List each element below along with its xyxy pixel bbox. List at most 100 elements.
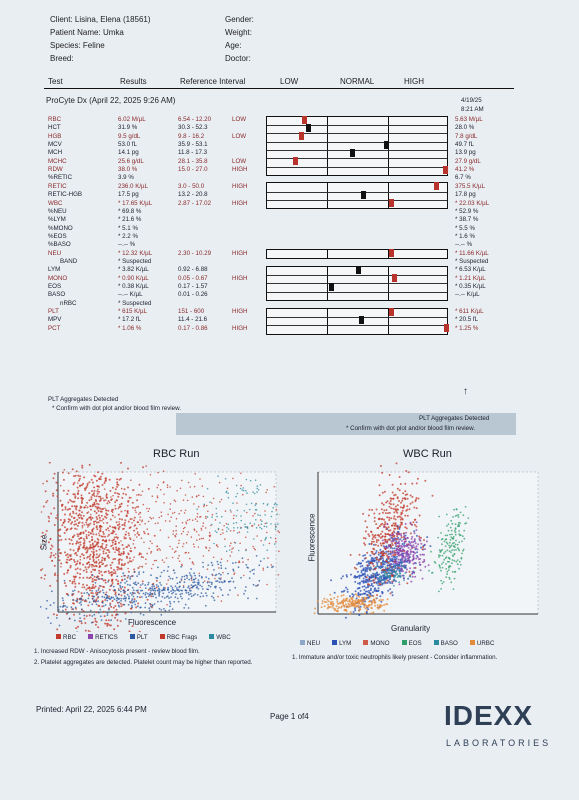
breed-label: Breed: — [50, 54, 74, 63]
row-result: 9.5 g/dL — [118, 132, 141, 140]
legend-item: URBC — [469, 640, 501, 647]
row-prev: * Suspected — [455, 257, 489, 265]
highlight-band — [176, 413, 516, 435]
row-prev: * 611 K/µL — [455, 308, 484, 316]
row-result: * 0.90 K/µL — [118, 274, 149, 282]
legend-item: RETICS — [88, 634, 124, 641]
row-test: %NEU — [48, 207, 67, 215]
row-prev: 13.9 pg — [455, 149, 476, 157]
rbc-note-2: 2. Platelet aggregates are detected. Pla… — [34, 659, 253, 666]
row-prev: * 6.53 K/µL — [455, 266, 486, 274]
plt-aggregates-note: PLT Aggregates Detected — [48, 396, 119, 403]
row-prev: 375.5 K/µL — [455, 182, 486, 190]
row-prev: 28.0 % — [455, 124, 475, 132]
row-result: 6.02 M/µL — [118, 116, 146, 123]
wbc-run-title: WBC Run — [403, 448, 452, 460]
row-marker — [359, 315, 364, 324]
row-test: RDW — [48, 166, 63, 174]
row-prev: 6.7 % — [455, 174, 471, 182]
row-ref: 6.54 - 12.20 — [178, 116, 212, 123]
row-test: %MONO — [48, 224, 73, 232]
row-marker — [443, 165, 448, 174]
legend-item: MONO — [363, 640, 395, 647]
row-flag: HIGH — [232, 166, 248, 174]
row-prev: 27.9 g/dL — [455, 157, 481, 165]
legend-item: NEU — [300, 640, 326, 647]
idexx-logo: IDEXX — [444, 700, 534, 731]
row-test: MCV — [48, 141, 62, 149]
row-prev: * 0.35 K/µL — [455, 283, 486, 290]
row-test: %BASO — [48, 241, 71, 249]
row-ref: 11.4 - 21.6 — [178, 316, 208, 324]
confirm-note: * Confirm with dot plot and/or blood fil… — [52, 405, 181, 412]
row-flag: LOW — [232, 157, 247, 165]
row-test: MCH — [48, 149, 63, 157]
row-test: RETIC-HGB — [48, 191, 83, 199]
range-graph — [266, 307, 448, 335]
row-result: * Suspected — [118, 257, 152, 265]
row-result: --.-- K/µL — [118, 291, 143, 299]
row-test: MCHC — [48, 157, 67, 165]
row-ref: 15.0 - 27.0 — [178, 166, 208, 174]
row-prev: 49.7 fL — [455, 141, 474, 149]
age-label: Age: — [225, 41, 242, 50]
row-prev: 41.2 % — [455, 166, 475, 174]
rbc-ylabel: Size — [39, 534, 49, 551]
col-normal: NORMAL — [340, 77, 375, 86]
row-test: WBC — [48, 199, 63, 207]
row-result: 53.0 fL — [118, 141, 137, 149]
row-result: 3.9 % — [118, 174, 134, 182]
col-ref: Reference Interval — [180, 77, 246, 86]
row-result: * 21.6 % — [118, 216, 142, 224]
row-ref: 2.87 - 17.02 — [178, 199, 212, 207]
row-result: * 2.2 % — [118, 232, 138, 240]
legend-item: BASO — [433, 640, 464, 647]
run-title: ProCyte Dx (April 22, 2025 9:26 AM) — [46, 96, 176, 105]
row-marker — [329, 282, 334, 291]
row-prev: * 11.66 K/µL — [455, 249, 489, 257]
row-marker — [350, 148, 355, 157]
up-arrow-icon: ↑ — [463, 386, 468, 397]
row-result: --.-- % — [118, 241, 136, 249]
wbc-ylabel: Fluorescence — [307, 513, 317, 562]
row-prev: * 5.5 % — [455, 224, 475, 232]
row-marker — [389, 307, 394, 316]
row-marker — [444, 324, 450, 333]
row-ref: 2.30 - 10.29 — [178, 249, 212, 257]
row-test: HGB — [48, 132, 62, 140]
rbc-legend: RBC RETICS PLT RBC Frags WBC — [56, 634, 243, 641]
row-marker — [389, 249, 394, 258]
plt-aggregates-note-2: PLT Aggregates Detected — [419, 415, 490, 422]
row-result: 25.6 g/dL — [118, 157, 144, 165]
header-rule — [44, 88, 514, 89]
row-ref: 13.2 - 20.8 — [178, 191, 208, 199]
printed-date: Printed: April 22, 2025 6:44 PM — [36, 705, 147, 714]
row-marker — [305, 123, 311, 132]
range-graph — [266, 249, 448, 260]
row-test: RBC — [48, 116, 62, 123]
row-test: %LYM — [48, 216, 66, 224]
row-prev: 5.63 M/µL — [455, 116, 483, 123]
row-test: RETIC — [48, 182, 67, 190]
row-ref: 0.17 - 1.57 — [178, 283, 208, 290]
col-results: Results — [120, 77, 147, 86]
row-result: * 12.32 K/µL — [118, 249, 153, 257]
row-test: HCT — [48, 124, 61, 132]
col-low: LOW — [280, 77, 299, 86]
row-result: 17.5 pg — [118, 191, 139, 199]
rbc-run-title: RBC Run — [153, 448, 200, 460]
page-number: Page 1 of4 — [270, 712, 309, 721]
row-marker — [356, 265, 361, 274]
row-ref: 9.8 - 16.2 — [178, 132, 205, 140]
row-ref: 151 - 600 — [178, 308, 205, 316]
prev-time: 8:21 AM — [461, 106, 484, 113]
row-ref: 0.05 - 0.67 — [178, 274, 208, 282]
row-prev: * 1.25 % — [455, 324, 479, 332]
row-prev: * 38.7 % — [455, 216, 479, 224]
wbc-xlabel: Granularity — [391, 624, 431, 633]
row-test: %EOS — [48, 232, 67, 240]
row-flag: LOW — [232, 132, 247, 140]
wbc-scatter-plot — [313, 462, 539, 619]
col-test: Test — [48, 77, 63, 86]
row-test: nRBC — [60, 299, 77, 307]
